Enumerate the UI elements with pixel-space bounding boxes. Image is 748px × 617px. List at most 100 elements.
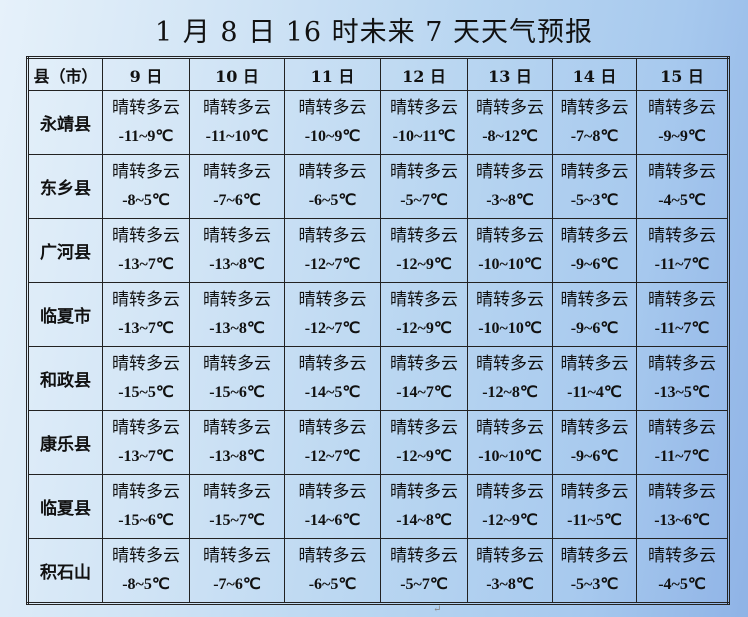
temperature-range: -9~6℃: [570, 319, 619, 337]
weather-text: 晴转多云: [476, 353, 544, 374]
weather-text: 晴转多云: [560, 289, 629, 310]
weather-text: 晴转多云: [203, 225, 271, 246]
county-name: 东乡县: [27, 154, 103, 219]
temperature-range: -9~6℃: [570, 447, 619, 465]
forecast-cell: 晴转多云 -11~4℃: [552, 346, 637, 411]
temperature-range: -15~6℃: [118, 511, 174, 529]
weather-text: 晴转多云: [390, 353, 458, 374]
weather-text: 晴转多云: [648, 417, 716, 438]
temperature-range: -7~6℃: [213, 575, 261, 593]
temperature-range: -5~3℃: [570, 191, 619, 209]
forecast-cell: 晴转多云 -15~5℃: [102, 346, 190, 411]
temperature-range: -11~7℃: [654, 255, 710, 273]
forecast-cell: 晴转多云 -8~5℃: [102, 154, 190, 219]
forecast-cell: 晴转多云 -10~11℃: [380, 90, 468, 155]
temperature-range: -8~12℃: [482, 127, 538, 145]
temperature-range: -14~8℃: [396, 511, 452, 529]
weather-text: 晴转多云: [112, 353, 180, 374]
forecast-cell: 晴转多云 -3~8℃: [467, 538, 553, 604]
temperature-range: -12~9℃: [396, 255, 452, 273]
weather-text: 晴转多云: [476, 545, 544, 566]
forecast-cell: 晴转多云 -14~6℃: [284, 474, 381, 539]
temperature-range: -12~9℃: [396, 447, 452, 465]
temperature-range: -13~7℃: [118, 255, 174, 273]
forecast-cell: 晴转多云 -5~7℃: [380, 538, 468, 604]
weather-text: 晴转多云: [476, 417, 544, 438]
day-header: 14 日: [552, 57, 637, 91]
forecast-cell: 晴转多云 -13~7℃: [102, 218, 190, 283]
table-row: 和政县 晴转多云 -15~5℃ 晴转多云 -15~6℃ 晴转多云 -14~5℃ 晴转多云 -14…: [27, 346, 729, 411]
weather-text: 晴转多云: [648, 97, 716, 118]
weather-text: 晴转多云: [112, 289, 180, 310]
temperature-range: -7~6℃: [213, 191, 261, 209]
temperature-range: -8~5℃: [122, 191, 170, 209]
weather-text: 晴转多云: [390, 97, 458, 118]
forecast-cell: 晴转多云 -9~6℃: [552, 282, 637, 347]
weather-text: 晴转多云: [390, 225, 458, 246]
temperature-range: -11~5℃: [567, 511, 622, 529]
county-name: 广河县: [27, 218, 103, 283]
weather-text: 晴转多云: [476, 161, 544, 182]
weather-text: 晴转多云: [203, 161, 271, 182]
forecast-cell: 晴转多云 -3~8℃: [467, 154, 553, 219]
temperature-range: -14~7℃: [396, 383, 452, 401]
day-header: 15 日: [636, 57, 729, 91]
weather-text: 晴转多云: [203, 545, 271, 566]
weather-text: 晴转多云: [560, 481, 629, 502]
forecast-cell: 晴转多云 -13~6℃: [636, 474, 729, 539]
temperature-range: -5~7℃: [400, 575, 448, 593]
forecast-cell: 晴转多云 -14~5℃: [284, 346, 381, 411]
forecast-cell: 晴转多云 -10~10℃: [467, 218, 553, 283]
forecast-cell: 晴转多云 -12~8℃: [467, 346, 553, 411]
page-title: 1 月 8 日 16 时未来 7 天天气预报: [155, 17, 593, 48]
weather-text: 晴转多云: [203, 417, 271, 438]
temperature-range: -7~8℃: [570, 127, 619, 145]
table-row: 临夏市 晴转多云 -13~7℃ 晴转多云 -13~8℃ 晴转多云 -12~7℃ 晴转多云 -12…: [27, 282, 729, 347]
county-header: 县（市）: [27, 57, 103, 91]
forecast-cell: 晴转多云 -12~9℃: [380, 218, 468, 283]
weather-text: 晴转多云: [648, 289, 716, 310]
table-row: 广河县 晴转多云 -13~7℃ 晴转多云 -13~8℃ 晴转多云 -12~7℃ 晴转多云 -12…: [27, 218, 729, 283]
weather-text: 晴转多云: [390, 545, 458, 566]
forecast-cell: 晴转多云 -5~3℃: [552, 538, 637, 604]
weather-text: 晴转多云: [203, 353, 271, 374]
forecast-table: 县（市） 9 日 10 日 11 日 12 日 13 日 14 日 15 日 永靖县 晴转多云…: [26, 56, 730, 605]
temperature-range: -8~5℃: [122, 575, 170, 593]
day-header: 13 日: [467, 57, 553, 91]
temperature-range: -11~4℃: [567, 383, 622, 401]
weather-text: 晴转多云: [560, 97, 629, 118]
temperature-range: -15~6℃: [209, 383, 265, 401]
forecast-cell: 晴转多云 -11~10℃: [189, 90, 285, 155]
forecast-cell: 晴转多云 -13~5℃: [636, 346, 729, 411]
forecast-cell: 晴转多云 -5~3℃: [552, 154, 637, 219]
weather-text: 晴转多云: [298, 545, 367, 566]
forecast-cell: 晴转多云 -6~5℃: [284, 538, 381, 604]
weather-text: 晴转多云: [298, 481, 367, 502]
forecast-cell: 晴转多云 -10~10℃: [467, 282, 553, 347]
forecast-cell: 晴转多云 -11~7℃: [636, 218, 729, 283]
forecast-cell: 晴转多云 -14~8℃: [380, 474, 468, 539]
weather-text: 晴转多云: [560, 417, 629, 438]
weather-text: 晴转多云: [648, 545, 716, 566]
weather-text: 晴转多云: [203, 481, 271, 502]
temperature-range: -13~6℃: [654, 511, 710, 529]
temperature-range: -6~5℃: [308, 575, 357, 593]
weather-text: 晴转多云: [476, 97, 544, 118]
temperature-range: -10~11℃: [392, 127, 456, 145]
weather-text: 晴转多云: [298, 97, 367, 118]
weather-text: 晴转多云: [560, 545, 629, 566]
forecast-cell: 晴转多云 -11~9℃: [102, 90, 190, 155]
weather-text: 晴转多云: [298, 225, 367, 246]
forecast-cell: 晴转多云 -15~6℃: [189, 346, 285, 411]
weather-text: 晴转多云: [648, 481, 716, 502]
weather-text: 晴转多云: [203, 97, 271, 118]
forecast-cell: 晴转多云 -13~7℃: [102, 282, 190, 347]
temperature-range: -12~7℃: [304, 255, 361, 273]
temperature-range: -13~8℃: [209, 255, 265, 273]
county-name: 积石山: [27, 538, 103, 604]
weather-text: 晴转多云: [112, 97, 180, 118]
weather-text: 晴转多云: [298, 161, 367, 182]
forecast-cell: 晴转多云 -9~6℃: [552, 218, 637, 283]
temperature-range: -10~9℃: [304, 127, 361, 145]
weather-text: 晴转多云: [648, 353, 716, 374]
